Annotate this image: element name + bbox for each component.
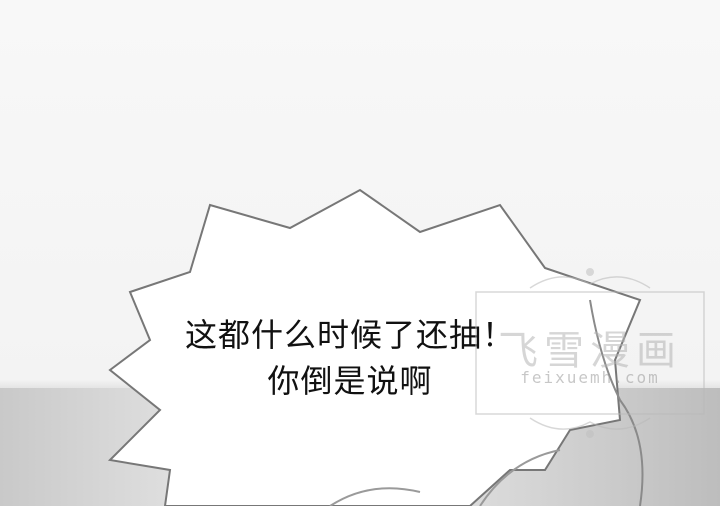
watermark-logo: 飞雪漫画 xyxy=(498,328,682,374)
watermark-url: feixuemh.com xyxy=(520,368,660,387)
dialogue-line-1: 这都什么时候了还抽！ xyxy=(184,316,515,354)
watermark-frame xyxy=(475,268,705,438)
watermark: 飞雪漫画 feixuemh.com xyxy=(470,258,710,448)
dialogue-line-2: 你倒是说啊 xyxy=(267,362,433,400)
speech-bubble-text: 这都什么时候了还抽！ 你倒是说啊 xyxy=(140,312,560,404)
